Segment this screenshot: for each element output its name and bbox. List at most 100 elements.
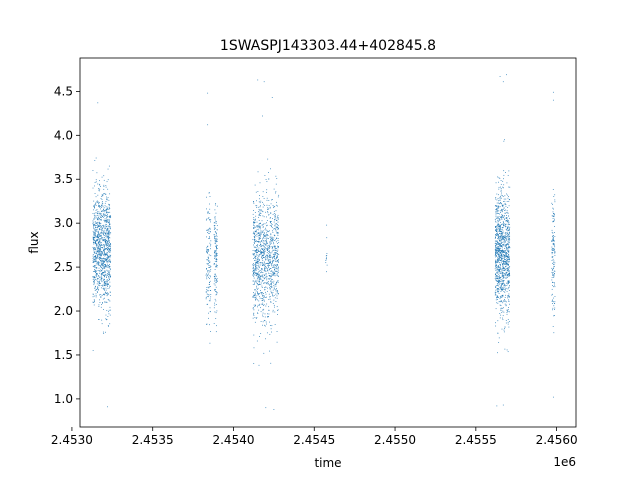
data-point [495, 228, 497, 230]
data-point [108, 244, 110, 246]
data-point [93, 205, 95, 206]
data-point [499, 213, 500, 215]
data-point [262, 302, 264, 304]
data-point [108, 248, 110, 250]
data-point [500, 300, 502, 301]
data-point [261, 240, 263, 242]
data-point [499, 268, 500, 270]
data-point [500, 221, 502, 223]
data-point [260, 243, 261, 245]
data-point [98, 241, 100, 242]
data-point [502, 215, 504, 217]
data-point [257, 293, 259, 295]
data-point [505, 277, 507, 279]
data-point [95, 285, 96, 287]
data-point [102, 275, 104, 276]
data-point [94, 279, 95, 281]
data-point [504, 203, 506, 205]
data-point [496, 193, 498, 195]
data-point [104, 272, 106, 274]
data-point [506, 264, 508, 266]
data-point [254, 272, 256, 274]
data-point [264, 297, 266, 298]
data-point [100, 213, 102, 215]
data-point [264, 248, 266, 250]
data-point [261, 252, 263, 253]
data-point [257, 294, 259, 296]
data-point [255, 292, 256, 294]
data-point [275, 248, 277, 250]
data-point [252, 296, 254, 297]
data-point [496, 242, 498, 243]
data-point [106, 280, 108, 282]
data-point [265, 305, 267, 307]
data-point [501, 250, 503, 251]
data-point [263, 265, 265, 266]
data-point [552, 272, 554, 274]
data-point [109, 228, 111, 230]
data-point [109, 278, 110, 280]
data-point [215, 318, 217, 319]
data-point [255, 250, 257, 251]
data-point [105, 292, 107, 294]
data-point [259, 275, 261, 277]
data-point [270, 268, 272, 270]
data-point [257, 225, 259, 227]
data-point [271, 199, 273, 200]
data-point [508, 170, 510, 172]
data-point [104, 241, 106, 243]
data-point [271, 284, 272, 286]
data-point [273, 256, 274, 257]
data-point [261, 233, 262, 235]
data-point [260, 254, 262, 255]
data-point [274, 215, 276, 216]
data-point [507, 236, 509, 238]
data-point [500, 234, 502, 235]
data-point [552, 91, 554, 93]
data-point [497, 261, 499, 263]
data-point [506, 349, 508, 351]
data-point [105, 209, 107, 211]
data-point [104, 220, 106, 222]
x-tick-label: 2.4535 [132, 433, 174, 447]
data-point [260, 245, 262, 247]
data-point [497, 207, 499, 209]
data-point [254, 283, 255, 285]
data-point [99, 245, 100, 247]
data-point [276, 223, 277, 225]
data-point [496, 251, 498, 253]
data-point [253, 270, 255, 272]
data-point [499, 242, 500, 244]
data-point [551, 229, 553, 231]
data-point [108, 220, 110, 222]
data-point [507, 310, 509, 312]
data-point [497, 210, 498, 212]
data-point [506, 244, 508, 245]
data-point [109, 260, 111, 262]
data-point [207, 252, 208, 253]
data-point [255, 235, 256, 237]
data-point [261, 271, 263, 273]
data-point [108, 236, 109, 238]
data-point [505, 238, 507, 240]
data-point [503, 300, 505, 302]
data-point [497, 210, 498, 212]
y-tick-label: 1.5 [54, 348, 73, 362]
data-point [498, 235, 500, 236]
data-point [498, 275, 500, 277]
data-point [99, 251, 101, 253]
data-point [95, 253, 97, 255]
data-point [262, 251, 264, 253]
data-point [499, 301, 501, 303]
data-point [501, 289, 503, 291]
data-point [263, 252, 265, 254]
data-point [106, 309, 108, 311]
data-point [263, 235, 265, 237]
data-point [272, 231, 274, 233]
data-point [108, 244, 110, 245]
data-point [257, 275, 259, 277]
data-point [110, 243, 111, 244]
data-point [256, 231, 257, 233]
data-point [209, 213, 211, 214]
data-point [108, 208, 110, 210]
